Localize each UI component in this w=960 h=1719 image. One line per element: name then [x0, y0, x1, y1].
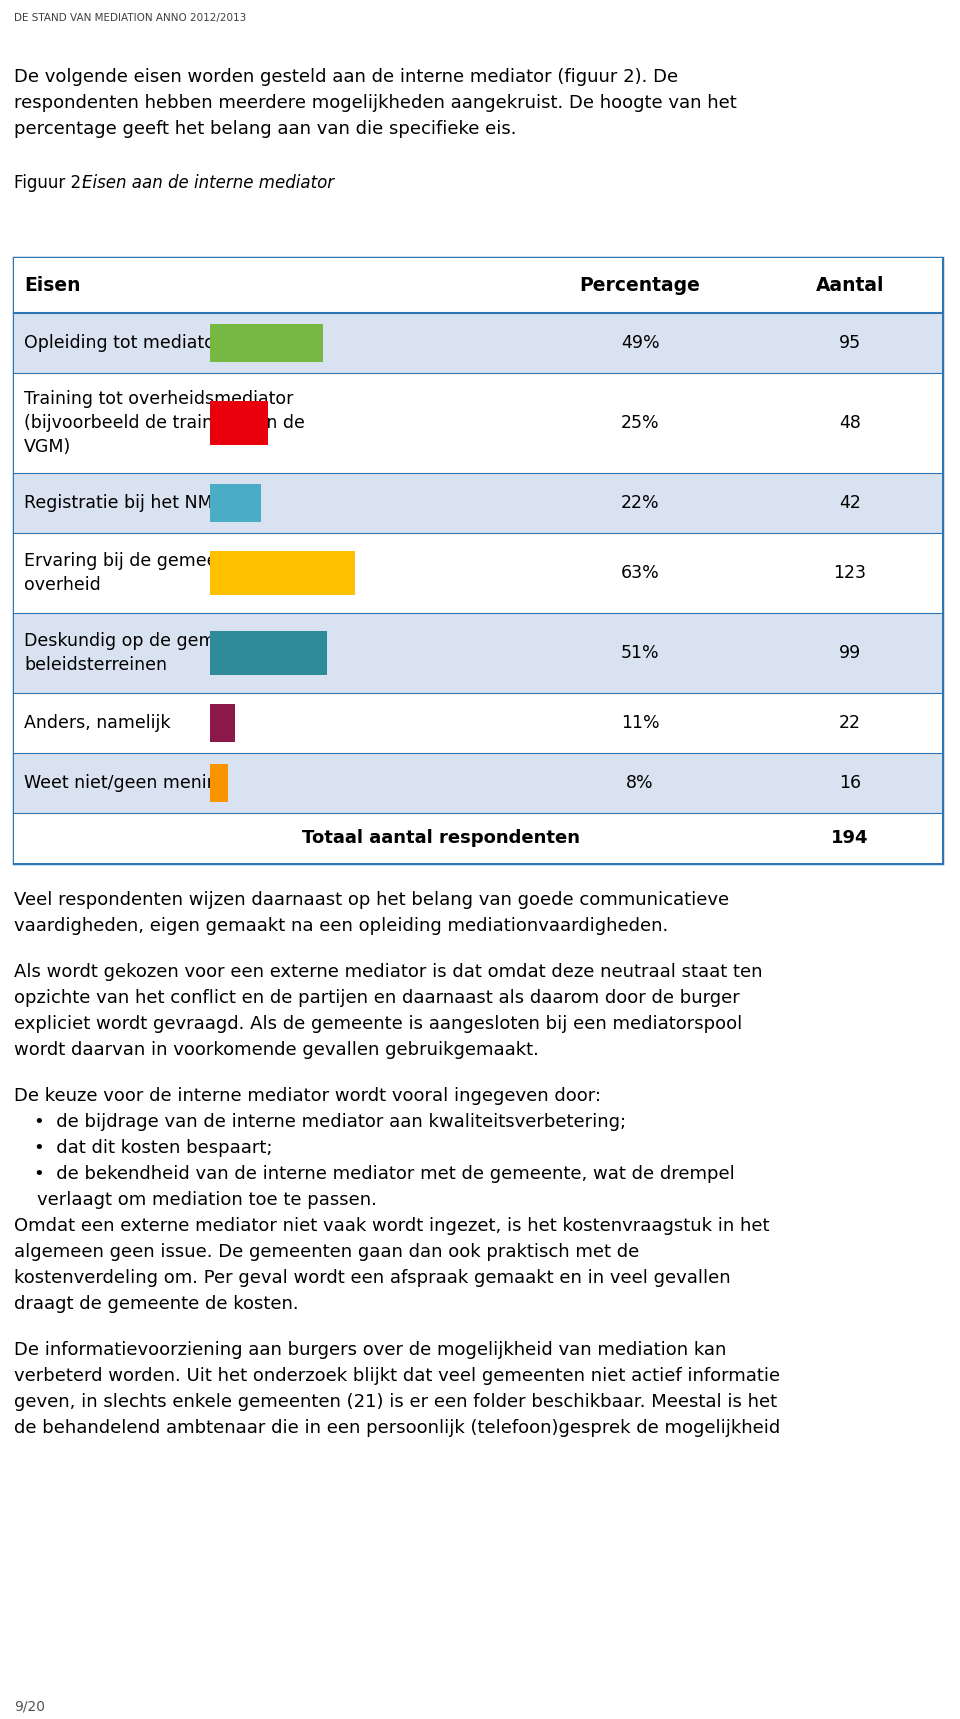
Text: Veel respondenten wijzen daarnaast op het belang van goede communicatieve: Veel respondenten wijzen daarnaast op he… [14, 890, 730, 909]
Text: 22: 22 [839, 713, 861, 732]
Text: percentage geeft het belang aan van die specifieke eis.: percentage geeft het belang aan van die … [14, 120, 516, 138]
Text: verlaagt om mediation toe te passen.: verlaagt om mediation toe te passen. [14, 1191, 377, 1208]
Text: algemeen geen issue. De gemeenten gaan dan ook praktisch met de: algemeen geen issue. De gemeenten gaan d… [14, 1243, 639, 1262]
Text: geven, in slechts enkele gemeenten (21) is er een folder beschikbaar. Meestal is: geven, in slechts enkele gemeenten (21) … [14, 1392, 778, 1411]
Bar [14, 373, 942, 473]
Text: •  de bekendheid van de interne mediator met de gemeente, wat de drempel: • de bekendheid van de interne mediator … [34, 1165, 734, 1183]
Bar [210, 485, 260, 523]
Bar [14, 693, 942, 753]
Text: Ervaring bij de gemeentelijke
overheid: Ervaring bij de gemeentelijke overheid [24, 552, 281, 595]
Bar [210, 631, 327, 676]
Text: Eisen aan de interne mediator: Eisen aan de interne mediator [82, 174, 334, 193]
Text: kostenverdeling om. Per geval wordt een afspraak gemaakt en in veel gevallen: kostenverdeling om. Per geval wordt een … [14, 1269, 731, 1288]
Text: 95: 95 [839, 333, 861, 352]
Text: 63%: 63% [620, 564, 660, 583]
Text: 194: 194 [831, 829, 869, 847]
Text: opzichte van het conflict en de partijen en daarnaast als daarom door de burger: opzichte van het conflict en de partijen… [14, 988, 740, 1007]
Text: •  dat dit kosten bespaart;: • dat dit kosten bespaart; [34, 1140, 273, 1157]
Text: 22%: 22% [621, 493, 660, 512]
Bar [14, 614, 942, 693]
Text: Anders, namelijk: Anders, namelijk [24, 713, 171, 732]
Text: de behandelend ambtenaar die in een persoonlijk (telefoon)gesprek de mogelijkhei: de behandelend ambtenaar die in een pers… [14, 1418, 780, 1437]
Text: vaardigheden, eigen gemaakt na een opleiding mediationvaardigheden.: vaardigheden, eigen gemaakt na een oplei… [14, 916, 668, 935]
Text: Deskundig op de gemeentelijke
beleidsterreinen: Deskundig op de gemeentelijke beleidster… [24, 633, 300, 674]
Text: Eisen: Eisen [24, 277, 81, 296]
Bar [14, 813, 942, 863]
Text: 9/20: 9/20 [14, 1700, 45, 1714]
Text: 49%: 49% [621, 333, 660, 352]
Text: 25%: 25% [621, 414, 660, 431]
Text: Totaal aantal respondenten: Totaal aantal respondenten [302, 829, 580, 847]
Text: respondenten hebben meerdere mogelijkheden aangekruist. De hoogte van het: respondenten hebben meerdere mogelijkhed… [14, 95, 736, 112]
Text: De keuze voor de interne mediator wordt vooral ingegeven door:: De keuze voor de interne mediator wordt … [14, 1086, 601, 1105]
Text: Als wordt gekozen voor een externe mediator is dat omdat deze neutraal staat ten: Als wordt gekozen voor een externe media… [14, 963, 762, 982]
Bar [14, 533, 942, 614]
Text: 11%: 11% [621, 713, 660, 732]
Bar [14, 753, 942, 813]
Bar [14, 313, 942, 373]
Text: 123: 123 [833, 564, 867, 583]
Text: Training tot overheidsmediator
(bijvoorbeeld de training van de
VGM): Training tot overheidsmediator (bijvoorb… [24, 390, 305, 456]
Text: DE STAND VAN MEDIATION ANNO 2012/2013: DE STAND VAN MEDIATION ANNO 2012/2013 [14, 14, 247, 22]
Text: De volgende eisen worden gesteld aan de interne mediator (figuur 2). De: De volgende eisen worden gesteld aan de … [14, 69, 678, 86]
Text: Weet niet/geen mening: Weet niet/geen mening [24, 774, 228, 792]
Text: Opleiding tot mediator: Opleiding tot mediator [24, 333, 222, 352]
Text: De informatievoorziening aan burgers over de mogelijkheid van mediation kan: De informatievoorziening aan burgers ove… [14, 1341, 727, 1360]
Bar [210, 552, 355, 595]
Text: 99: 99 [839, 645, 861, 662]
Text: Aantal: Aantal [816, 277, 884, 296]
Text: verbeterd worden. Uit het onderzoek blijkt dat veel gemeenten niet actief inform: verbeterd worden. Uit het onderzoek blij… [14, 1367, 780, 1386]
Text: 16: 16 [839, 774, 861, 792]
Bar [210, 763, 228, 803]
Text: Registratie bij het NMI: Registratie bij het NMI [24, 493, 218, 512]
Text: Percentage: Percentage [580, 277, 701, 296]
Bar [14, 258, 942, 313]
Bar [14, 258, 942, 863]
Bar [210, 323, 323, 363]
Bar [210, 401, 268, 445]
Text: wordt daarvan in voorkomende gevallen gebruikgemaakt.: wordt daarvan in voorkomende gevallen ge… [14, 1042, 539, 1059]
Bar [14, 473, 942, 533]
Text: draagt de gemeente de kosten.: draagt de gemeente de kosten. [14, 1294, 299, 1313]
Text: •  de bijdrage van de interne mediator aan kwaliteitsverbetering;: • de bijdrage van de interne mediator aa… [34, 1112, 626, 1131]
Text: expliciet wordt gevraagd. Als de gemeente is aangesloten bij een mediatorspool: expliciet wordt gevraagd. Als de gemeent… [14, 1014, 742, 1033]
Text: 8%: 8% [626, 774, 654, 792]
Text: Figuur 2:: Figuur 2: [14, 174, 92, 193]
Text: 51%: 51% [621, 645, 660, 662]
Text: 42: 42 [839, 493, 861, 512]
Bar [210, 705, 235, 743]
Text: Omdat een externe mediator niet vaak wordt ingezet, is het kostenvraagstuk in he: Omdat een externe mediator niet vaak wor… [14, 1217, 770, 1234]
Text: 48: 48 [839, 414, 861, 431]
